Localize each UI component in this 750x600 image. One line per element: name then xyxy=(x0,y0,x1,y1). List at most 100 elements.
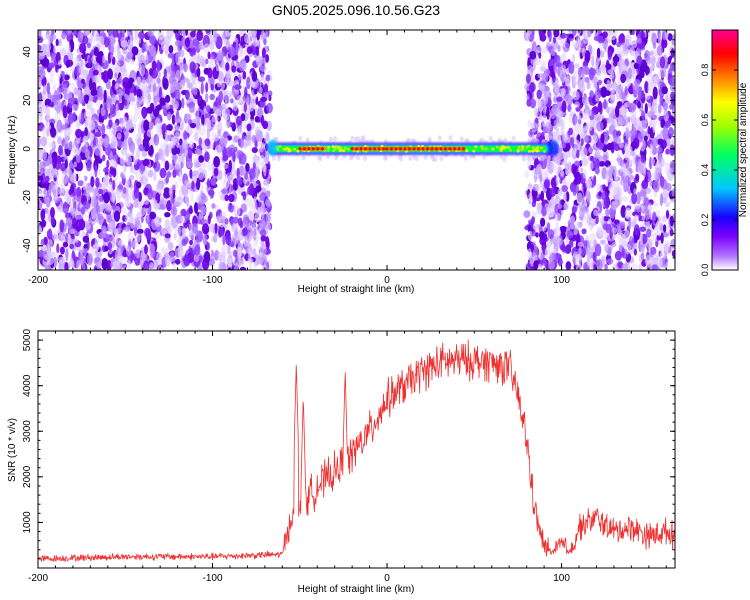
heatmap-noise-cell xyxy=(539,33,547,42)
heatmap-noise-cell xyxy=(103,103,108,111)
heatmap-noise-cell xyxy=(171,184,177,191)
heatmap-noise-cell xyxy=(198,155,205,163)
colorbar-tick-label: 0.8 xyxy=(700,64,710,77)
heatmap-noise-cell xyxy=(616,71,622,83)
heatmap-noise-cell xyxy=(602,31,608,39)
heatmap-noise-cell xyxy=(87,185,93,193)
heatmap-noise-cell xyxy=(196,30,204,42)
heatmap-noise-cell xyxy=(231,65,237,73)
heatmap-noise-cell xyxy=(112,180,116,191)
heatmap-noise-cell xyxy=(602,184,606,192)
heatmap-noise-cell xyxy=(646,228,652,238)
heatmap-band-halo xyxy=(408,156,413,162)
heatmap-band-peak-dot xyxy=(407,147,412,151)
heatmap-noise-cell xyxy=(59,246,65,255)
heatmap-band-halo xyxy=(482,154,487,160)
heatmap-noise-cell xyxy=(98,231,104,238)
heatmap-noise-cell xyxy=(554,212,561,222)
heatmap-noise-cell xyxy=(41,219,47,228)
heatmap-noise-cell xyxy=(596,121,604,132)
heatmap-noise-cell xyxy=(98,35,105,47)
heatmap-band-peak-dot xyxy=(377,147,381,151)
heatmap-noise-cell xyxy=(568,33,574,39)
heatmap-band-halo xyxy=(535,138,540,144)
heatmap-noise-cell xyxy=(135,249,141,259)
heatmap-noise-cell xyxy=(72,217,77,229)
heatmap-band-speck xyxy=(288,149,292,152)
heatmap-noise-cell xyxy=(660,139,667,149)
heatmap-band-peak-dot xyxy=(421,147,425,151)
heatmap-band-speck xyxy=(503,146,506,150)
heatmap-noise-cell xyxy=(559,69,567,83)
heatmap-noise-cell xyxy=(189,104,195,113)
heatmap-noise-cell xyxy=(152,162,157,169)
heatmap-noise-cell xyxy=(244,172,249,181)
heatmap-noise-cell xyxy=(665,261,669,269)
heatmap-noise-cell xyxy=(586,81,591,90)
heatmap-noise-cell xyxy=(635,154,639,167)
heatmap-noise-cell xyxy=(616,152,622,159)
heatmap-noise-cell xyxy=(214,223,218,234)
heatmap-noise-cell xyxy=(571,206,578,214)
x-tick-label: -200 xyxy=(28,573,48,584)
heatmap-noise-cell xyxy=(612,165,617,177)
heatmap-noise-cell xyxy=(192,170,198,176)
heatmap-noise-cell xyxy=(48,141,56,149)
heatmap-band-halo xyxy=(527,154,532,160)
heatmap-noise-cell xyxy=(82,181,88,191)
heatmap-noise-cell xyxy=(186,180,192,189)
heatmap-noise-cell xyxy=(565,169,571,176)
x-tick-label: 0 xyxy=(384,275,390,286)
heatmap-noise-cell xyxy=(204,151,210,163)
heatmap-noise-cell xyxy=(265,190,271,198)
heatmap-noise-cell xyxy=(70,184,74,194)
heatmap-noise-cell xyxy=(557,203,563,209)
heatmap-noise-cell xyxy=(265,152,270,164)
heatmap-noise-cell xyxy=(202,258,210,270)
heatmap-noise-cell xyxy=(86,42,91,49)
heatmap-noise-cell xyxy=(133,187,140,199)
heatmap-noise-cell xyxy=(565,261,572,270)
y-tick-label: -40 xyxy=(22,238,33,253)
heatmap-noise-cell xyxy=(129,174,135,181)
heatmap-noise-cell xyxy=(160,266,168,270)
heatmap-noise-cell xyxy=(265,74,271,82)
heatmap-band-peak-dot xyxy=(461,147,466,151)
heatmap-band-speck xyxy=(543,149,546,153)
heatmap-noise-cell xyxy=(659,56,666,69)
heatmap-noise-cell xyxy=(656,45,663,56)
heatmap-noise-cell xyxy=(561,185,568,193)
y-tick-label: 4000 xyxy=(22,374,33,397)
heatmap-band-halo xyxy=(548,135,553,141)
heatmap-band-speck xyxy=(339,146,343,150)
heatmap-noise-cell xyxy=(58,144,63,156)
heatmap-noise-cell xyxy=(637,90,645,99)
heatmap-noise-cell xyxy=(67,140,75,151)
heatmap-noise-cell xyxy=(227,175,234,185)
heatmap-band-peak-dot xyxy=(307,147,311,151)
heatmap-noise-cell xyxy=(89,78,93,91)
heatmap-noise-cell xyxy=(66,61,70,68)
heatmap-noise-cell xyxy=(550,177,557,188)
heatmap-noise-cell xyxy=(133,199,139,209)
heatmap-noise-cell xyxy=(629,111,638,118)
heatmap-noise-cell xyxy=(213,234,218,243)
heatmap-noise-cell xyxy=(564,94,572,104)
heatmap-noise-cell xyxy=(560,170,564,177)
x-tick-label: 100 xyxy=(553,275,570,286)
heatmap-noise-cell xyxy=(122,171,127,180)
heatmap-noise-cell xyxy=(258,194,265,199)
heatmap-band-peak-dot xyxy=(298,147,302,151)
heatmap-noise-cell xyxy=(232,237,236,244)
colorbar-tick-label: 0.6 xyxy=(700,114,710,127)
heatmap-noise-cell xyxy=(538,99,544,113)
heatmap-noise-cell xyxy=(88,120,96,131)
heatmap-noise-cell xyxy=(188,205,193,214)
heatmap-noise-cell xyxy=(211,115,219,123)
heatmap-noise-cell xyxy=(62,207,69,213)
heatmap-noise-cell xyxy=(213,30,217,36)
heatmap-noise-cell xyxy=(204,138,211,147)
heatmap-noise-cell xyxy=(262,58,266,66)
heatmap-noise-cell xyxy=(38,65,43,73)
